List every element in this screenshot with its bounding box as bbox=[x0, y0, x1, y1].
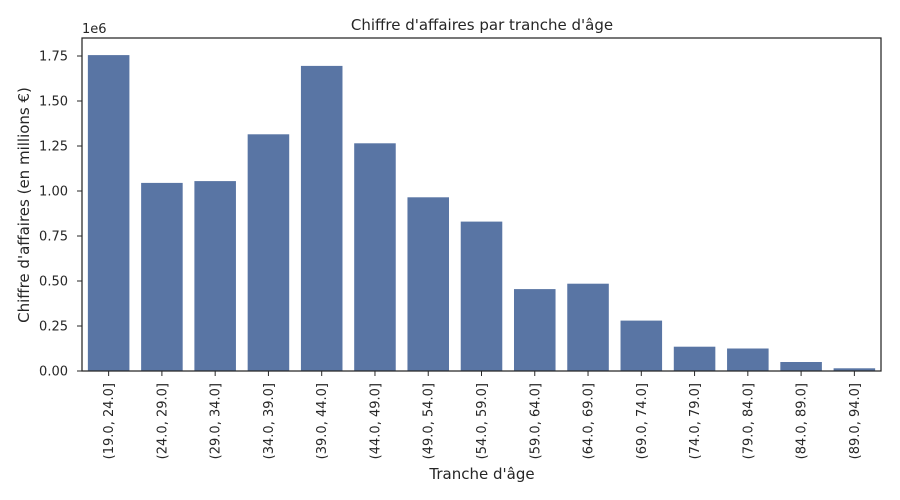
x-axis-label: Tranche d'âge bbox=[428, 465, 534, 483]
x-tick-label: (89.0, 94.0] bbox=[848, 383, 863, 459]
y-tick-label: 1.25 bbox=[39, 140, 68, 155]
x-tick-label: (64.0, 69.0] bbox=[582, 383, 597, 459]
bar bbox=[354, 143, 396, 371]
x-tick-label: (84.0, 89.0] bbox=[795, 383, 810, 459]
bar bbox=[247, 134, 290, 371]
bar bbox=[673, 346, 716, 371]
bar bbox=[567, 283, 609, 371]
bar bbox=[407, 197, 450, 371]
y-tick-label: 1.00 bbox=[39, 185, 68, 200]
y-tick-label: 0.25 bbox=[39, 320, 68, 335]
bar bbox=[141, 182, 183, 371]
bar bbox=[87, 55, 130, 371]
y-tick-label: 0.50 bbox=[39, 275, 68, 290]
x-tick-label: (74.0, 79.0] bbox=[688, 383, 703, 459]
bar bbox=[833, 368, 876, 371]
x-tick-label: (69.0, 74.0] bbox=[635, 383, 650, 459]
y-tick-label: 0.00 bbox=[39, 365, 68, 380]
x-ticks-group: (19.0, 24.0] (24.0, 29.0] (29.0, 34.0] (34.… bbox=[102, 371, 863, 459]
y-offset-label: 1e6 bbox=[82, 22, 107, 37]
x-tick-label: (29.0, 34.0] bbox=[209, 383, 224, 459]
bar bbox=[194, 181, 236, 371]
bar bbox=[727, 348, 769, 371]
bars-group bbox=[87, 55, 876, 372]
y-axis-label: Chiffre d'affaires (en millions €) bbox=[15, 87, 33, 323]
x-tick-label: (59.0, 64.0] bbox=[528, 383, 543, 459]
bar bbox=[300, 65, 343, 372]
bar bbox=[513, 289, 556, 371]
y-ticks-group: 0.00 0.25 0.50 0.75 1.00 1.25 1.50 1.75 bbox=[39, 50, 82, 380]
x-tick-label: (34.0, 39.0] bbox=[262, 383, 277, 459]
x-tick-label: (24.0, 29.0] bbox=[155, 383, 170, 459]
bar bbox=[460, 221, 503, 371]
chart-title: Chiffre d'affaires par tranche d'âge bbox=[351, 16, 613, 34]
y-tick-label: 1.75 bbox=[39, 50, 68, 65]
x-tick-label: (79.0, 84.0] bbox=[741, 383, 756, 459]
plot-frame bbox=[81, 37, 882, 372]
x-tick-label: (39.0, 44.0] bbox=[315, 383, 330, 459]
y-tick-label: 0.75 bbox=[39, 230, 68, 245]
y-tick-label: 1.50 bbox=[39, 95, 68, 110]
x-tick-label: (54.0, 59.0] bbox=[475, 383, 490, 459]
x-tick-label: (44.0, 49.0] bbox=[368, 383, 383, 459]
bar bbox=[620, 320, 663, 371]
x-tick-label: (19.0, 24.0] bbox=[102, 383, 117, 459]
x-tick-label: (49.0, 54.0] bbox=[422, 383, 437, 459]
bar bbox=[780, 362, 822, 371]
